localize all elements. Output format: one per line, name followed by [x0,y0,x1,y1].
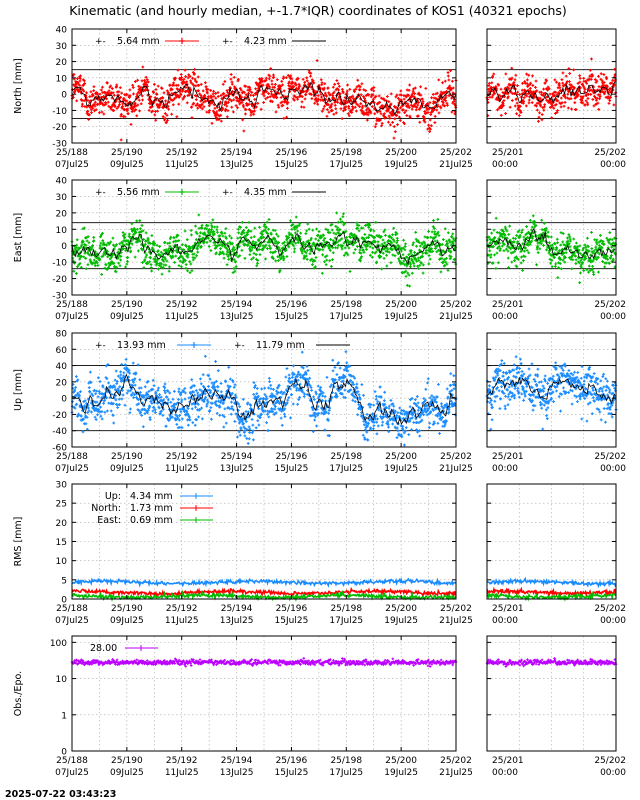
x-tick-label-bottom: 07Jul25 [55,160,89,170]
figure-title: Kinematic (and hourly median, +-1.7*IQR)… [69,3,567,18]
median-line [71,81,457,115]
x-tick-label-top: 25/198 [330,148,362,158]
y-tick-label: -30 [52,140,67,150]
x-tick-label-top: 25/202 [440,148,472,158]
x-tick-label-bottom: 21Jul25 [439,160,473,170]
legend-north: +- 5.64 mm +- 4.23 mm [95,36,326,47]
data-north [485,57,618,123]
y-axis-label-east: East [mm] [13,213,24,262]
main-axes-east: -30-20-1001020304025/18807Jul2525/19009J… [52,177,473,323]
data-east [70,211,458,288]
x-tick-label-bottom: 00:00 [600,160,626,170]
x-tick-label-top: 25/192 [166,148,198,158]
panels: North [mm] -30 -20 -10 0 10 20 30 40 25/188 07Jul2… [13,26,626,779]
plot-frame [486,28,617,144]
x-tick-label-top: 25/188 [56,148,88,158]
plot-frame [71,28,457,144]
x-tick-label-bottom: 00:00 [492,160,518,170]
data-north [70,59,458,142]
x-tick-label-top: 25/201 [492,148,524,158]
y-tick-label: -20 [52,123,67,133]
x-tick-label-top: 25/190 [111,148,143,158]
x-tick-label-bottom: 11Jul25 [165,160,199,170]
x-tick-label-bottom: 15Jul25 [275,160,309,170]
y-tick-label: 0 [61,91,67,101]
y-axis-label-north: North [mm] [13,58,24,114]
x-tick-label-bottom: 17Jul25 [329,160,363,170]
x-tick-label-bottom: 19Jul25 [384,160,418,170]
x-tick-label-top: 25/196 [276,148,308,158]
y-tick-label: 10 [56,74,68,84]
y-tick-label: -10 [52,107,67,117]
x-tick-label-bottom: 09Jul25 [110,160,144,170]
x-tick-label-top: 25/194 [221,148,253,158]
legend-marker-text: +- [222,37,233,47]
legend-marker-text: +- [95,37,106,47]
panel-north: North [mm] -30 -20 -10 0 10 20 30 40 25/188 07Jul2… [13,26,626,171]
legend-label: 5.64 mm [117,36,160,47]
y-tick-label: 40 [56,26,68,36]
median-line [486,81,616,105]
x-tick-label-top: 25/202 [594,148,626,158]
legend-label: 4.23 mm [244,36,287,47]
zoom-axes-north: 25/201 00:00 25/202 00:00 [485,28,626,170]
x-tick-label-bottom: 13Jul25 [220,160,254,170]
y-tick-label: 20 [56,58,68,68]
y-tick-label: 30 [56,42,68,52]
panel-east: East [mm] -30-20-1001020304025/18807Jul25… [13,177,626,323]
main-axes-north: -30 -20 -10 0 10 20 30 40 25/188 07Jul25 25/190 09J… [52,26,473,171]
x-tick-label-top: 25/200 [385,148,417,158]
